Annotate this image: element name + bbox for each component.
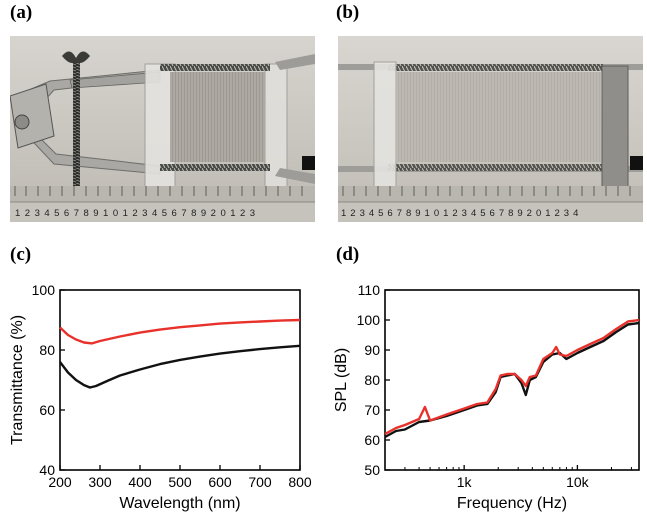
- series-line-2: [59, 344, 301, 389]
- y-tick-label: 80: [364, 372, 380, 388]
- x-tick-label: 400: [128, 474, 152, 490]
- y-tick-label: 70: [364, 402, 380, 418]
- x-axis-label: Frequency (Hz): [457, 495, 567, 512]
- transmittance-chart: 40 60 80 100 200 300 400 500 600 700 800 Wavelength…: [9, 282, 312, 512]
- y-tick-label: 80: [39, 342, 55, 358]
- y-axis-label: SPL (dB): [333, 348, 350, 412]
- x-tick-label: 500: [168, 474, 192, 490]
- x-axis-label: Wavelength (nm): [119, 495, 240, 512]
- y-tick-label: 100: [32, 282, 56, 298]
- x-tick-label: 200: [48, 474, 72, 490]
- x-tick-label: 300: [88, 474, 112, 490]
- photo-b: 12345678910123456789201234: [338, 36, 643, 222]
- plot-frame: [59, 289, 301, 471]
- series-line-1: [59, 318, 301, 345]
- panel-label-a: (a): [10, 2, 33, 23]
- panel-label-c: (c): [10, 244, 32, 265]
- x-tick-label: 600: [208, 474, 232, 490]
- y-tick-label: 90: [364, 342, 380, 358]
- y-tick-label: 100: [357, 312, 381, 328]
- y-tick-label: 50: [364, 462, 380, 478]
- y-tick-label: 40: [39, 462, 55, 478]
- photo-a: 1234567891012345678920123: [10, 36, 315, 222]
- plot-frame: [384, 289, 640, 471]
- photo-b-illustration: 12345678910123456789201234: [338, 36, 643, 222]
- x-tick-label: 10k: [566, 474, 590, 490]
- x-tick-label: 800: [288, 474, 312, 490]
- spl-chart: 50 60 70 80 90 100 110 1k 10k Frequency (Hz) SPL (…: [333, 282, 640, 512]
- series-line-2: [384, 318, 640, 436]
- y-tick-label: 60: [39, 402, 55, 418]
- ruler-b-digits: 12345678910123456789201234: [341, 208, 582, 219]
- y-tick-label: 110: [358, 282, 381, 298]
- x-tick-label: 1k: [457, 474, 473, 490]
- photo-a-illustration: 1234567891012345678920123: [10, 36, 315, 222]
- panel-label-d: (d): [336, 244, 360, 265]
- x-tick-label: 700: [248, 474, 272, 490]
- y-tick-label: 60: [364, 432, 380, 448]
- y-axis-label: Transmittance (%): [9, 315, 26, 445]
- panel-label-b: (b): [336, 2, 360, 23]
- ruler-a-digits: 1234567891012345678920123: [15, 208, 260, 219]
